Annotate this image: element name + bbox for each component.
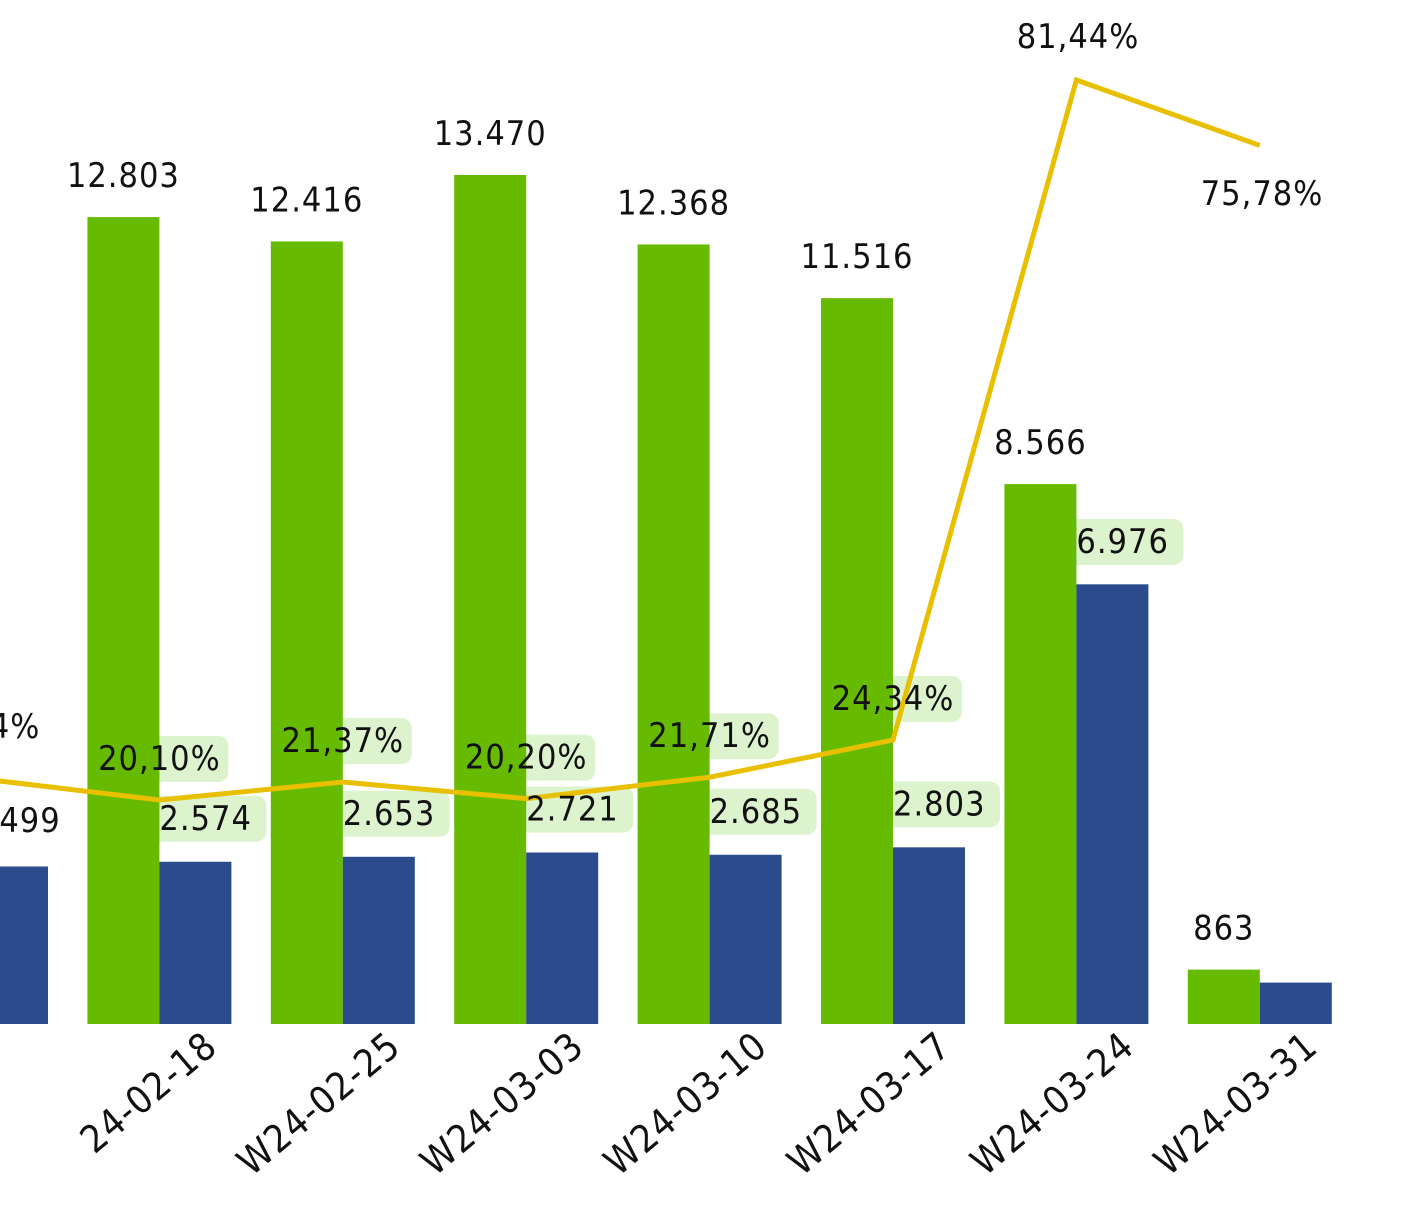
- x-tick-6: W24-03-24: [962, 1023, 1142, 1184]
- label-blue-4: 2.685: [710, 792, 803, 832]
- bar-blue-5: [893, 847, 965, 1024]
- label-blue-1: 2.574: [159, 799, 252, 839]
- label-green-1: 12.803: [67, 156, 180, 196]
- bar-green-4: [637, 244, 710, 1025]
- bar-green-1: [87, 217, 160, 1025]
- bar-green-7: [1187, 969, 1260, 1024]
- data-label-layer: 12.803 12.416 13.470 12.368 11.516 8.566 863 49…: [0, 17, 1324, 949]
- label-pct-6: 81,44%: [1017, 17, 1140, 57]
- x-tick-3: W24-03-03: [412, 1023, 592, 1184]
- label-green-4: 12.368: [617, 183, 730, 223]
- label-green-5: 11.516: [801, 237, 914, 277]
- bar-blue-6: [1076, 584, 1149, 1024]
- x-tick-1: 24-02-18: [72, 1023, 225, 1162]
- label-pct-4: 21,71%: [648, 716, 771, 756]
- x-tick-7: W24-03-31: [1146, 1023, 1326, 1184]
- label-green-3: 13.470: [434, 114, 547, 154]
- x-tick-4: W24-03-10: [595, 1023, 775, 1184]
- label-blue-5-bg: [881, 781, 1000, 828]
- label-pct-7: 75,78%: [1201, 174, 1324, 214]
- bar-blue-3: [526, 852, 599, 1024]
- bar-blue-2: [342, 856, 415, 1024]
- bar-layer: [0, 175, 1332, 1025]
- bar-blue-7: [1259, 982, 1332, 1024]
- x-tick-5: W24-03-17: [779, 1023, 959, 1184]
- bar-green-6: [1004, 484, 1077, 1024]
- label-blue-2: 2.653: [343, 794, 436, 834]
- label-blue-4-bg: [697, 788, 817, 835]
- bar-blue-0: [0, 866, 48, 1024]
- label-green-7: 863: [1193, 909, 1254, 949]
- label-blue-2-bg: [330, 790, 450, 837]
- label-green-6: 8.566: [994, 423, 1087, 463]
- label-blue-6-bg: [1064, 519, 1184, 565]
- x-axis-tick-layer: 24-02-18 W24-02-25 W24-03-03 W24-03-10 W24-0…: [72, 1023, 1326, 1184]
- label-pct-2: 21,37%: [281, 721, 404, 761]
- line-layer: [0, 76, 1261, 803]
- label-green-2: 12.416: [250, 180, 363, 220]
- bar-blue-1: [159, 861, 232, 1024]
- bar-green-2: [270, 241, 343, 1025]
- bar-green-3: [454, 175, 527, 1024]
- bar-green-5: [821, 298, 893, 1024]
- bar-blue-4: [709, 854, 782, 1024]
- x-tick-2: W24-02-25: [229, 1023, 409, 1184]
- label-blue-5: 2.803: [893, 784, 986, 824]
- label-blue-0: 499: [0, 801, 61, 841]
- label-blue-1-bg: [147, 795, 267, 842]
- line-series-percent: [0, 76, 1261, 803]
- label-pct-1: 20,10%: [98, 739, 221, 779]
- label-pct-5: 24,34%: [832, 679, 955, 719]
- label-blue-3: 2.721: [526, 789, 619, 829]
- label-pct-0: 4%: [0, 707, 40, 747]
- label-blue-6: 6.976: [1076, 522, 1169, 562]
- label-pct-3: 20,20%: [465, 738, 588, 778]
